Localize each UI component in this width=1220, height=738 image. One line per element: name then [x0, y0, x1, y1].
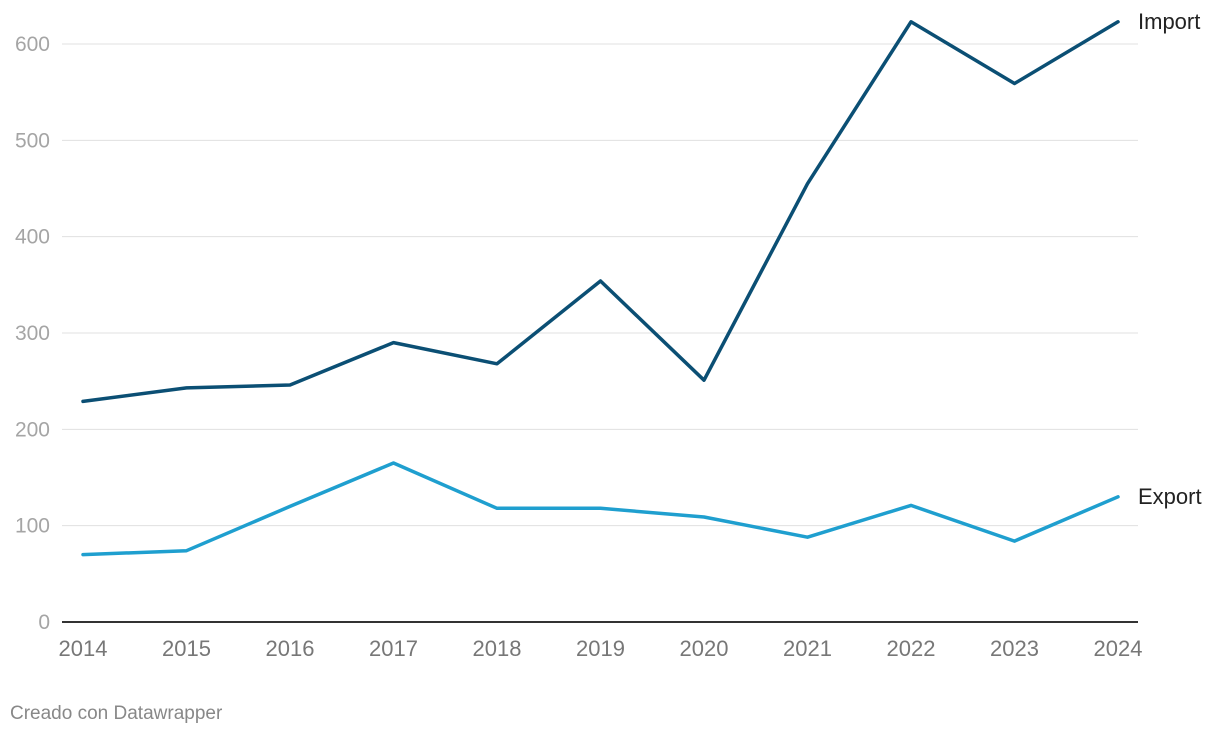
series-labels: Import Export: [1138, 9, 1202, 509]
gridlines: [62, 43, 1138, 623]
x-tick-label: 2022: [887, 636, 936, 661]
y-tick-label: 600: [15, 33, 50, 56]
y-tick-label: 400: [15, 226, 50, 249]
x-tick-label: 2018: [473, 636, 522, 661]
y-tick-label: 500: [15, 129, 50, 152]
x-tick-label: 2016: [266, 636, 315, 661]
credit-text: Creado con Datawrapper: [10, 703, 223, 724]
x-tick-label: 2023: [990, 636, 1039, 661]
series-label-export: Export: [1138, 484, 1202, 509]
y-tick-label: 300: [15, 322, 50, 345]
x-tick-label: 2015: [162, 636, 211, 661]
series-lines: [81, 20, 1120, 557]
series-line-export: [81, 461, 1120, 557]
y-tick-label: 200: [15, 418, 50, 441]
series-label-import: Import: [1138, 9, 1200, 34]
x-tick-label: 2020: [680, 636, 729, 661]
y-tick-label: 0: [38, 611, 50, 634]
y-tick-label: 100: [15, 515, 50, 538]
x-tick-label: 2021: [783, 636, 832, 661]
x-tick-label: 2019: [576, 636, 625, 661]
x-tick-label: 2017: [369, 636, 418, 661]
series-line-import: [81, 20, 1120, 404]
y-axis: 0 100 200 300 400 500 600: [15, 33, 50, 634]
x-tick-label: 2014: [59, 636, 108, 661]
x-axis: 2014 2015 2016 2017 2018 2019 2020 2021 2022 2023…: [59, 636, 1143, 661]
x-tick-label: 2024: [1094, 636, 1143, 661]
